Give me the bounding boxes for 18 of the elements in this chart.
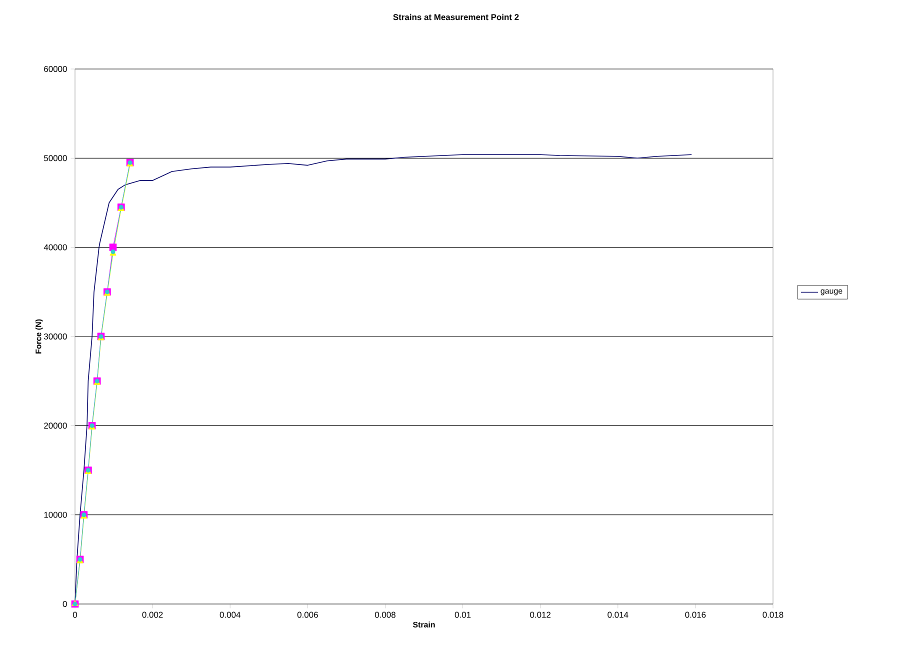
x-tick-label: 0.008 xyxy=(374,612,396,618)
x-tick-label: 0.012 xyxy=(530,612,551,618)
x-tick-label: 0.016 xyxy=(685,612,706,618)
x-tick-label: 0.018 xyxy=(762,612,784,618)
y-tick-label: 10000 xyxy=(44,512,67,518)
x-tick-label: 0.004 xyxy=(220,612,240,618)
y-tick-label: 40000 xyxy=(44,244,67,250)
y-tick-label: 60000 xyxy=(44,66,67,72)
x-tick-label: 0.006 xyxy=(297,612,318,618)
chart-title: Strains at Measurement Point 2 xyxy=(393,14,519,20)
y-tick-label: 50000 xyxy=(44,155,67,162)
y-tick-label: 0 xyxy=(62,601,67,607)
y-tick-label: 30000 xyxy=(44,334,67,340)
x-tick-label: 0 xyxy=(72,612,78,618)
y-tick-label: 20000 xyxy=(44,422,67,429)
x-tick-label: 0.01 xyxy=(454,612,471,618)
x-tick-label: 0.002 xyxy=(142,612,163,618)
x-tick-label: 0.014 xyxy=(608,612,628,618)
